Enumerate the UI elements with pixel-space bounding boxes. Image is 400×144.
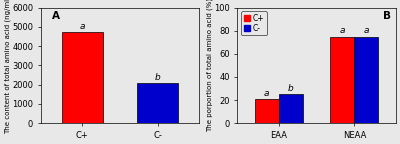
Text: B: B bbox=[383, 11, 391, 21]
Legend: C+, C-: C+, C- bbox=[241, 12, 267, 35]
Text: b: b bbox=[155, 73, 161, 82]
Bar bbox=[62, 32, 103, 123]
Text: a: a bbox=[264, 89, 270, 98]
Text: A: A bbox=[52, 11, 60, 21]
Y-axis label: The porportion of total amino acid (%): The porportion of total amino acid (%) bbox=[206, 0, 213, 132]
Bar bbox=[137, 83, 178, 123]
Text: a: a bbox=[340, 26, 345, 35]
Y-axis label: The content of total amino acid (ng/ml): The content of total amino acid (ng/ml) bbox=[4, 0, 11, 134]
Text: a: a bbox=[80, 22, 85, 31]
Bar bbox=[279, 94, 303, 123]
Bar bbox=[255, 99, 279, 123]
Bar bbox=[354, 37, 378, 123]
Text: b: b bbox=[288, 84, 294, 93]
Bar bbox=[330, 37, 354, 123]
Text: a: a bbox=[364, 26, 369, 35]
